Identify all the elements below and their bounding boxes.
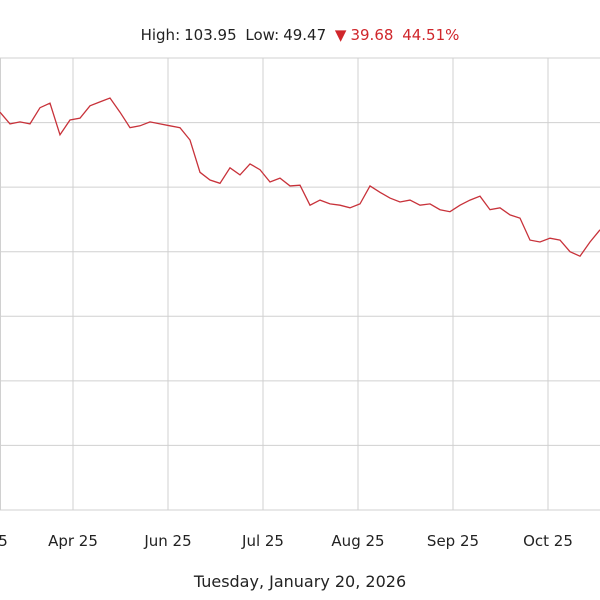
- chart: 5 Apr 25 Jun 25 Jul 25 Aug 25 Sep 25 Oct 25: [0, 57, 600, 550]
- low-value: 49.47: [283, 26, 327, 44]
- x-tick-label: Sep 25: [427, 532, 479, 550]
- high-value: 103.95: [184, 26, 237, 44]
- x-tick-label: Oct 25: [523, 532, 573, 550]
- x-tick-label: Aug 25: [331, 532, 384, 550]
- high-label: High:: [140, 26, 181, 44]
- price-summary: High: 103.95 Low: 49.47 ▼ 39.68 44.51%: [0, 26, 600, 44]
- x-tick-label: 5: [0, 532, 8, 550]
- down-arrow: ▼: [334, 26, 347, 44]
- x-tick-label: Apr 25: [48, 532, 98, 550]
- date-footer: Tuesday, January 20, 2026: [193, 572, 407, 591]
- low-label: Low:: [245, 26, 280, 44]
- x-tick-label: Jun 25: [143, 532, 191, 550]
- price-line: [0, 97, 600, 258]
- change-value: 39.68: [350, 26, 394, 44]
- x-tick-label: Jul 25: [241, 532, 284, 550]
- change-percent: 44.51%: [402, 26, 460, 44]
